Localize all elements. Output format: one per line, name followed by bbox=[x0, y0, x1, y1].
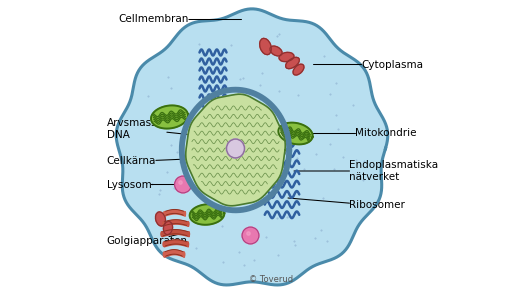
Polygon shape bbox=[190, 204, 225, 225]
Ellipse shape bbox=[183, 252, 185, 257]
Ellipse shape bbox=[184, 212, 186, 216]
Ellipse shape bbox=[270, 46, 282, 56]
Ellipse shape bbox=[163, 222, 164, 226]
Circle shape bbox=[242, 227, 259, 244]
Ellipse shape bbox=[163, 221, 172, 235]
Ellipse shape bbox=[293, 64, 304, 75]
Ellipse shape bbox=[188, 222, 189, 226]
Text: Arvsmassa,
DNA: Arvsmassa, DNA bbox=[106, 118, 235, 140]
Ellipse shape bbox=[260, 38, 271, 55]
Ellipse shape bbox=[279, 52, 294, 62]
Text: © Toverud: © Toverud bbox=[249, 274, 294, 284]
Polygon shape bbox=[151, 105, 188, 129]
Ellipse shape bbox=[161, 232, 162, 236]
Ellipse shape bbox=[187, 242, 189, 246]
Text: Cellkärna: Cellkärna bbox=[106, 156, 224, 167]
Ellipse shape bbox=[227, 139, 244, 158]
Text: Mitokondrie: Mitokondrie bbox=[294, 128, 417, 139]
Ellipse shape bbox=[188, 232, 190, 236]
Text: Endoplasmatiska
nätverket: Endoplasmatiska nätverket bbox=[294, 160, 439, 182]
Ellipse shape bbox=[163, 252, 165, 257]
Text: Lysosom: Lysosom bbox=[106, 179, 183, 190]
Ellipse shape bbox=[285, 57, 299, 69]
Text: Cytoplasma: Cytoplasma bbox=[313, 59, 423, 70]
Circle shape bbox=[174, 176, 192, 193]
Ellipse shape bbox=[164, 212, 165, 216]
Polygon shape bbox=[278, 123, 313, 144]
Text: Ribosomer: Ribosomer bbox=[288, 198, 406, 211]
Ellipse shape bbox=[156, 212, 165, 226]
Ellipse shape bbox=[163, 242, 165, 246]
Polygon shape bbox=[186, 94, 285, 206]
Polygon shape bbox=[116, 9, 388, 285]
Text: Golgiapparaten: Golgiapparaten bbox=[106, 234, 188, 247]
Text: Cellmembran: Cellmembran bbox=[119, 14, 241, 25]
